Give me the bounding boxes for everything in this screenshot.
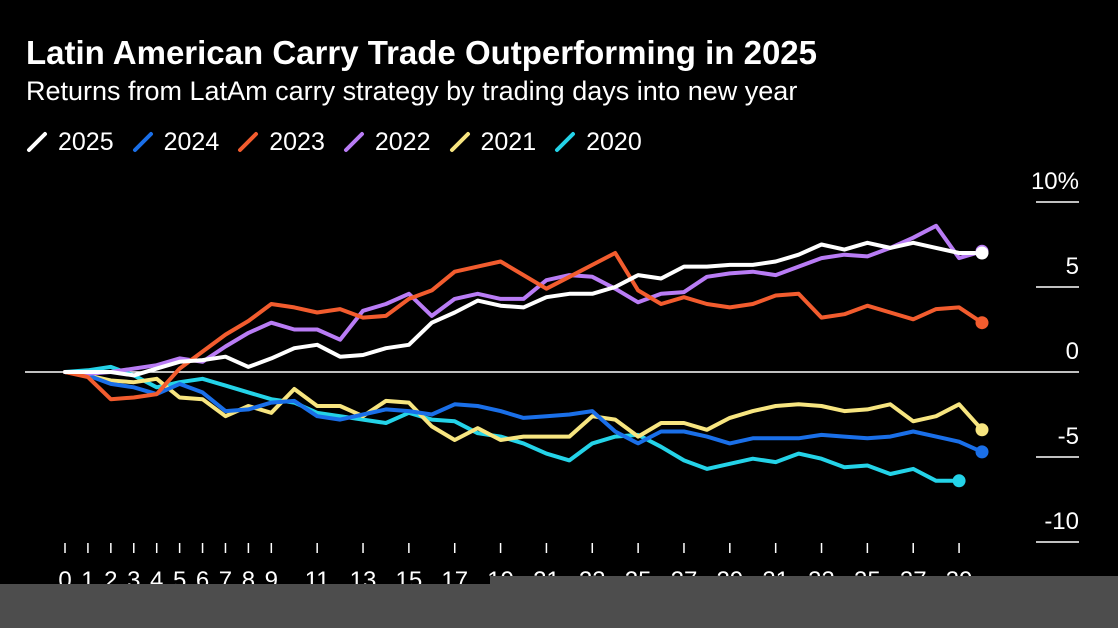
legend-label-2022: 2022 bbox=[374, 127, 431, 156]
legend-label-2023: 2023 bbox=[269, 127, 325, 156]
legend-swatch-2024 bbox=[132, 132, 153, 152]
series-end-dot-2023 bbox=[975, 316, 989, 330]
legend-item-2022: 2022 bbox=[343, 128, 431, 157]
y-tick-label-0: 0 bbox=[1066, 338, 1079, 365]
y-tick-label-5: 5 bbox=[1066, 253, 1079, 280]
series-end-markers bbox=[952, 244, 989, 488]
series-line-2022 bbox=[63, 223, 984, 376]
y-axis: 10% 5 0 -5 -10 bbox=[1031, 168, 1079, 543]
series-end-dot-2024 bbox=[975, 445, 989, 459]
series-end-dot-2020 bbox=[952, 474, 966, 488]
legend-label-2025: 2025 bbox=[58, 127, 114, 156]
legend-swatch-2022 bbox=[343, 132, 364, 152]
legend-label-2020: 2020 bbox=[586, 127, 642, 156]
legend-item-2025: 2025 bbox=[26, 128, 114, 157]
chart-subtitle: Returns from LatAm carry strategy by tra… bbox=[26, 76, 798, 106]
legend-swatch-2023 bbox=[238, 132, 259, 152]
y-tick-label--5: -5 bbox=[1058, 423, 1079, 450]
y-tick-label--10: -10 bbox=[1044, 508, 1079, 535]
legend-item-2024: 2024 bbox=[132, 127, 220, 157]
series-line-2020 bbox=[63, 364, 962, 483]
legend-item-2023: 2023 bbox=[237, 128, 325, 157]
series-line-2025 bbox=[63, 240, 984, 378]
legend-swatch-2021 bbox=[449, 132, 470, 152]
bottom-scroll-strip-step bbox=[490, 576, 1118, 586]
legend: 2025 2024 2023 2022 2021 2020 bbox=[26, 127, 660, 157]
series-end-dot-2021 bbox=[975, 423, 989, 437]
legend-label-2021: 2021 bbox=[480, 127, 537, 156]
bottom-scroll-strip bbox=[0, 584, 1118, 628]
legend-item-2020: 2020 bbox=[554, 128, 642, 157]
legend-item-2021: 2021 bbox=[449, 127, 537, 157]
series-line-2024 bbox=[63, 370, 984, 454]
series-lines bbox=[63, 223, 984, 483]
legend-label-2024: 2024 bbox=[163, 127, 220, 156]
chart-title: Latin American Carry Trade Outperforming… bbox=[26, 34, 818, 71]
series-line-2021 bbox=[63, 370, 984, 442]
y-tick-label-10%: 10% bbox=[1031, 168, 1079, 195]
series-end-dot-2025 bbox=[975, 246, 989, 260]
legend-swatch-2020 bbox=[555, 132, 576, 152]
series-line-2023 bbox=[63, 251, 984, 402]
legend-swatch-2025 bbox=[27, 132, 47, 152]
